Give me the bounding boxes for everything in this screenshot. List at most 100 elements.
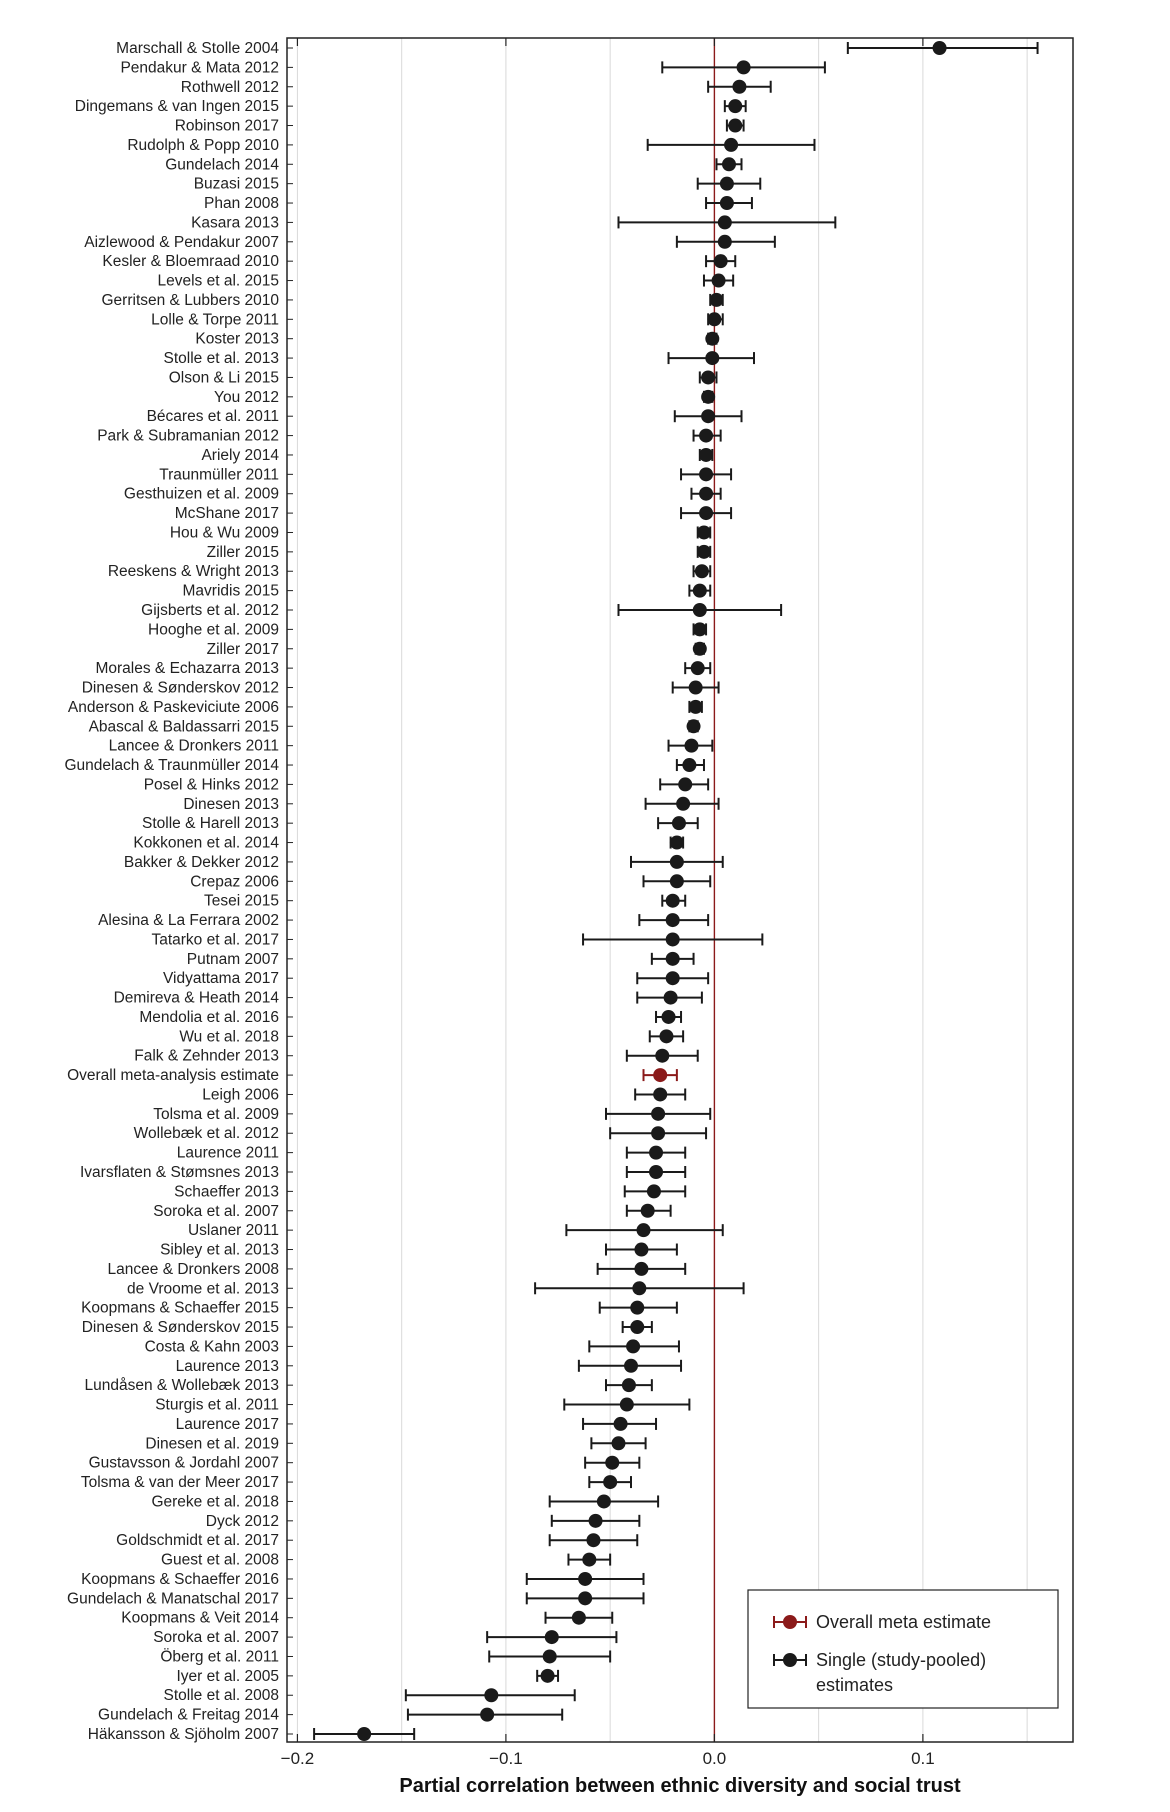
study-estimate-mark: [582, 932, 764, 947]
study-label: Mavridis 2015: [183, 583, 280, 600]
study-label: Alesina & La Ferrara 2002: [98, 912, 279, 929]
point-estimate: [632, 1281, 647, 1296]
legend-box: [747, 1589, 1059, 1709]
legend-entry-single: Single (study-pooled) estimates: [773, 1650, 986, 1695]
study-label: Stolle et al. 2008: [164, 1687, 279, 1704]
study-label: Traunmüller 2011: [159, 466, 279, 483]
study-label: Bakker & Dekker 2012: [124, 854, 279, 871]
study-label: You 2012: [214, 389, 279, 406]
study-label: Levels et al. 2015: [157, 273, 279, 290]
study-estimate-mark: [577, 1358, 683, 1373]
study-label: Costa & Kahn 2003: [145, 1338, 279, 1355]
point-estimate: [603, 1475, 618, 1490]
point-estimate: [932, 41, 947, 55]
point-estimate: [671, 816, 686, 831]
point-estimate: [694, 564, 709, 579]
point-estimate: [669, 854, 684, 869]
point-estimate: [701, 389, 716, 404]
study-estimate-mark: [625, 1165, 687, 1179]
point-estimate: [682, 758, 697, 773]
point-estimate: [721, 157, 736, 172]
study-estimate-mark: [696, 544, 712, 559]
point-estimate: [578, 1591, 593, 1606]
point-estimate: [717, 215, 732, 230]
study-label: Lancee & Dronkers 2011: [109, 738, 279, 755]
study-estimate-mark: [707, 312, 724, 327]
study-estimate-mark: [582, 1416, 658, 1431]
point-estimate: [596, 1494, 611, 1509]
x-axis-title: Partial correlation between ethnic diver…: [399, 1775, 961, 1797]
point-estimate: [665, 913, 680, 928]
study-label: Laurence 2011: [177, 1145, 279, 1162]
study-label: Wu et al. 2018: [179, 1028, 279, 1045]
study-estimate-mark: [638, 913, 710, 928]
point-estimate: [705, 331, 720, 346]
study-label: Laurence 2017: [176, 1416, 279, 1433]
study-label: Park & Subramanian 2012: [97, 428, 279, 445]
study-estimate-mark: [690, 486, 722, 501]
study-label: Tolsma et al. 2009: [153, 1106, 279, 1123]
point-estimate: [586, 1533, 601, 1548]
point-estimate: [728, 118, 743, 133]
point-estimate: [732, 79, 747, 94]
point-estimate: [701, 409, 716, 424]
point-estimate: [692, 622, 707, 637]
study-estimate-mark: [661, 893, 687, 908]
study-estimate-mark: [698, 447, 714, 462]
study-estimate-mark: [655, 1009, 683, 1024]
point-estimate: [605, 1455, 620, 1470]
x-tick-label: 0.0: [703, 1749, 727, 1768]
study-estimate-mark: [667, 351, 756, 366]
legend-point: [783, 1653, 797, 1667]
point-estimate: [544, 1630, 559, 1645]
study-label: Dinesen & Sønderskov 2012: [82, 680, 279, 697]
point-estimate: [707, 312, 722, 327]
study-label: Guest et al. 2008: [161, 1552, 279, 1569]
legend-entry-overall: Overall meta estimate: [773, 1612, 991, 1632]
study-estimate-mark: [625, 1048, 699, 1063]
study-estimate-mark: [705, 196, 753, 211]
point-estimate: [688, 699, 703, 714]
study-estimate-mark: [644, 796, 720, 811]
point-estimate: [653, 1068, 668, 1083]
study-label: Crepaz 2006: [190, 873, 279, 890]
point-estimate: [540, 1668, 555, 1683]
study-estimate-mark: [406, 1707, 564, 1722]
study-estimate-mark: [621, 1320, 653, 1335]
study-label: Tesei 2015: [204, 893, 279, 910]
point-estimate: [634, 1261, 649, 1276]
study-estimate-mark: [604, 1378, 653, 1393]
point-estimate: [699, 467, 714, 482]
study-label: Dyck 2012: [206, 1513, 279, 1530]
point-estimate: [692, 603, 707, 617]
study-label: Gijsberts et al. 2012: [141, 602, 279, 619]
study-label: Buzasi 2015: [194, 176, 279, 193]
study-label: Demireva & Heath 2014: [114, 990, 280, 1007]
point-estimate: [711, 273, 726, 288]
study-label: Abascal & Baldassarri 2015: [89, 718, 279, 735]
study-label: Aizlewood & Pendakur 2007: [84, 234, 279, 251]
point-estimate: [699, 428, 714, 443]
point-estimate: [634, 1242, 649, 1257]
study-estimate-mark: [525, 1591, 645, 1606]
study-estimate-mark: [657, 816, 699, 831]
study-label: Soroka et al. 2007: [153, 1629, 279, 1646]
study-estimate-mark: [534, 1281, 745, 1296]
point-estimate: [578, 1571, 593, 1586]
point-estimate: [669, 835, 684, 850]
study-estimate-mark: [646, 137, 816, 152]
study-estimate-mark: [636, 971, 710, 986]
study-estimate-mark: [680, 467, 733, 482]
study-label: Öberg et al. 2011: [160, 1647, 279, 1665]
point-estimate: [484, 1688, 499, 1703]
study-label: Marschall & Stolle 2004: [116, 40, 279, 57]
point-estimate: [613, 1416, 628, 1431]
study-labels: Marschall & Stolle 2004 Pendakur & Mata 2…: [64, 40, 293, 1743]
study-label: Stolle & Harell 2013: [142, 815, 279, 832]
study-label: Vidyattama 2017: [163, 970, 279, 987]
study-label: Dinesen 2013: [183, 796, 279, 813]
study-label: Gundelach & Traunmüller 2014: [64, 757, 279, 774]
point-estimate: [480, 1707, 495, 1722]
study-estimate-mark: [692, 622, 708, 637]
